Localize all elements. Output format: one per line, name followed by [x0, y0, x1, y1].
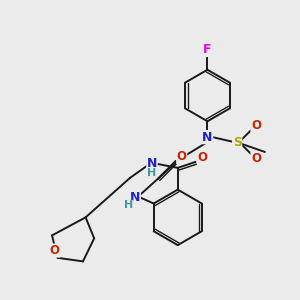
Text: O: O [197, 152, 208, 164]
Text: H: H [124, 200, 133, 211]
Text: O: O [251, 152, 261, 165]
Text: N: N [147, 158, 157, 170]
Text: O: O [50, 244, 60, 257]
Text: S: S [233, 136, 242, 148]
Text: N: N [130, 191, 140, 204]
Text: N: N [202, 130, 213, 144]
Text: F: F [203, 44, 212, 56]
Text: H: H [147, 168, 157, 178]
Text: O: O [177, 150, 187, 164]
Text: O: O [251, 119, 261, 132]
